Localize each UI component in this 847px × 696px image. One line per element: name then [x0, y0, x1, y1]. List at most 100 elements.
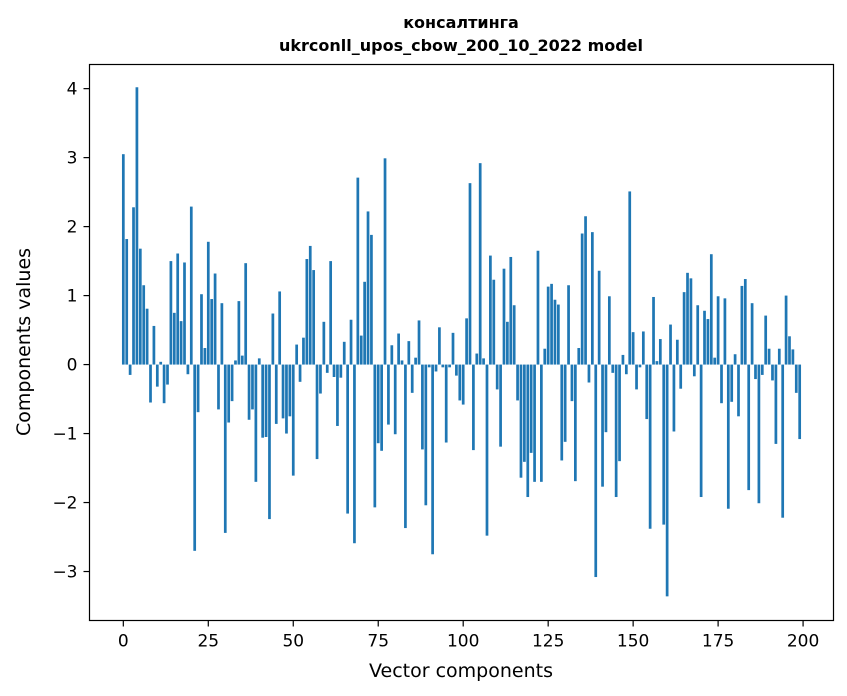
bar-197	[791, 349, 795, 365]
x-tick-label: 75	[367, 632, 389, 652]
bar-192	[774, 364, 778, 444]
x-tick-label: 100	[447, 632, 479, 652]
bar-22	[196, 364, 200, 413]
bar-66	[346, 364, 349, 514]
bar-91	[431, 364, 434, 555]
bar-116	[516, 364, 519, 401]
bar-78	[387, 364, 390, 425]
x-axis-ticks: 0 25 50 75 100 125 150 175 200	[118, 620, 819, 652]
bar-112	[502, 268, 506, 365]
bar-117	[519, 364, 523, 478]
bar-100	[461, 364, 465, 405]
bar-187	[757, 364, 761, 504]
bar-98	[455, 364, 458, 376]
bar-19	[186, 364, 190, 375]
bar-94	[441, 364, 445, 368]
bar-146	[618, 364, 621, 462]
bar-121	[533, 364, 536, 482]
bar-149	[628, 191, 632, 365]
bar-49	[288, 364, 292, 417]
bar-68	[353, 364, 356, 544]
bar-37	[247, 364, 251, 420]
y-tick-label: 0	[67, 356, 78, 376]
bar-13	[166, 364, 169, 385]
bar-16	[176, 253, 180, 365]
bar-120	[529, 364, 533, 453]
bar-140	[597, 270, 601, 365]
bar-141	[601, 364, 604, 487]
bar-164	[679, 364, 683, 389]
bar-185	[750, 303, 754, 365]
bar-53	[302, 337, 305, 365]
bar-184	[747, 364, 751, 491]
bar-12	[162, 364, 166, 404]
bar-83	[404, 364, 407, 529]
bar-38	[251, 364, 254, 410]
bar-172	[706, 319, 710, 365]
bar-170	[699, 364, 703, 498]
bar-85	[410, 364, 414, 393]
bar-88	[421, 364, 424, 450]
bar-110	[495, 364, 499, 390]
bar-178	[726, 364, 730, 509]
chart-title-line-1: консалтинга	[403, 13, 519, 32]
y-axis-label: Components values	[13, 248, 35, 436]
bar-28	[217, 364, 220, 410]
bar-50	[291, 364, 295, 476]
bar-2	[128, 364, 132, 375]
bar-157	[655, 361, 659, 365]
bar-47	[281, 364, 285, 419]
x-tick-label: 0	[118, 632, 129, 652]
bar-70	[359, 335, 363, 365]
bar-55	[308, 245, 312, 365]
bar-134	[577, 348, 581, 365]
bar-188	[760, 364, 764, 375]
bar-105	[478, 163, 482, 365]
x-tick-label: 175	[702, 632, 734, 652]
bar-20	[189, 206, 193, 365]
bar-132	[570, 364, 574, 402]
bar-118	[523, 364, 526, 462]
bar-119	[526, 364, 530, 498]
chart-title-line-2: ukrconll_upos_cbow_200_10_2022 model	[279, 36, 643, 55]
bar-33	[234, 360, 237, 365]
y-tick-label: 4	[67, 80, 78, 100]
x-tick-label: 200	[787, 632, 819, 652]
bar-198	[794, 364, 798, 393]
bar-131	[567, 285, 570, 365]
bar-44	[271, 313, 275, 365]
bar-124	[543, 348, 547, 365]
bar-43	[268, 364, 271, 520]
bar-173	[709, 254, 713, 365]
bar-129	[560, 364, 564, 461]
bar-143	[607, 296, 611, 365]
bar-15	[172, 312, 176, 365]
bar-23	[200, 294, 203, 365]
bar-65	[342, 341, 346, 365]
bar-175	[716, 296, 720, 365]
bar-69	[356, 177, 360, 365]
bar-151	[635, 364, 638, 390]
bar-80	[393, 364, 397, 435]
bar-161	[669, 324, 672, 365]
bar-30	[223, 364, 227, 533]
bar-35	[240, 355, 244, 365]
plot-frame	[88, 63, 835, 622]
bar-97	[451, 332, 455, 365]
bar-64	[339, 364, 343, 378]
bar-9	[152, 325, 156, 365]
bar-102	[468, 183, 472, 365]
bar-52	[298, 364, 302, 382]
bar-40	[257, 358, 261, 365]
bar-103	[472, 364, 475, 451]
bar-171	[703, 310, 706, 365]
bar-1	[125, 239, 129, 365]
bar-73	[370, 234, 373, 365]
bar-137	[587, 364, 591, 383]
bar-122	[536, 250, 540, 365]
bar-96	[448, 364, 451, 368]
bar-154	[645, 364, 649, 420]
bar-67	[349, 319, 353, 365]
bar-193	[777, 348, 781, 365]
bar-95	[444, 364, 448, 443]
